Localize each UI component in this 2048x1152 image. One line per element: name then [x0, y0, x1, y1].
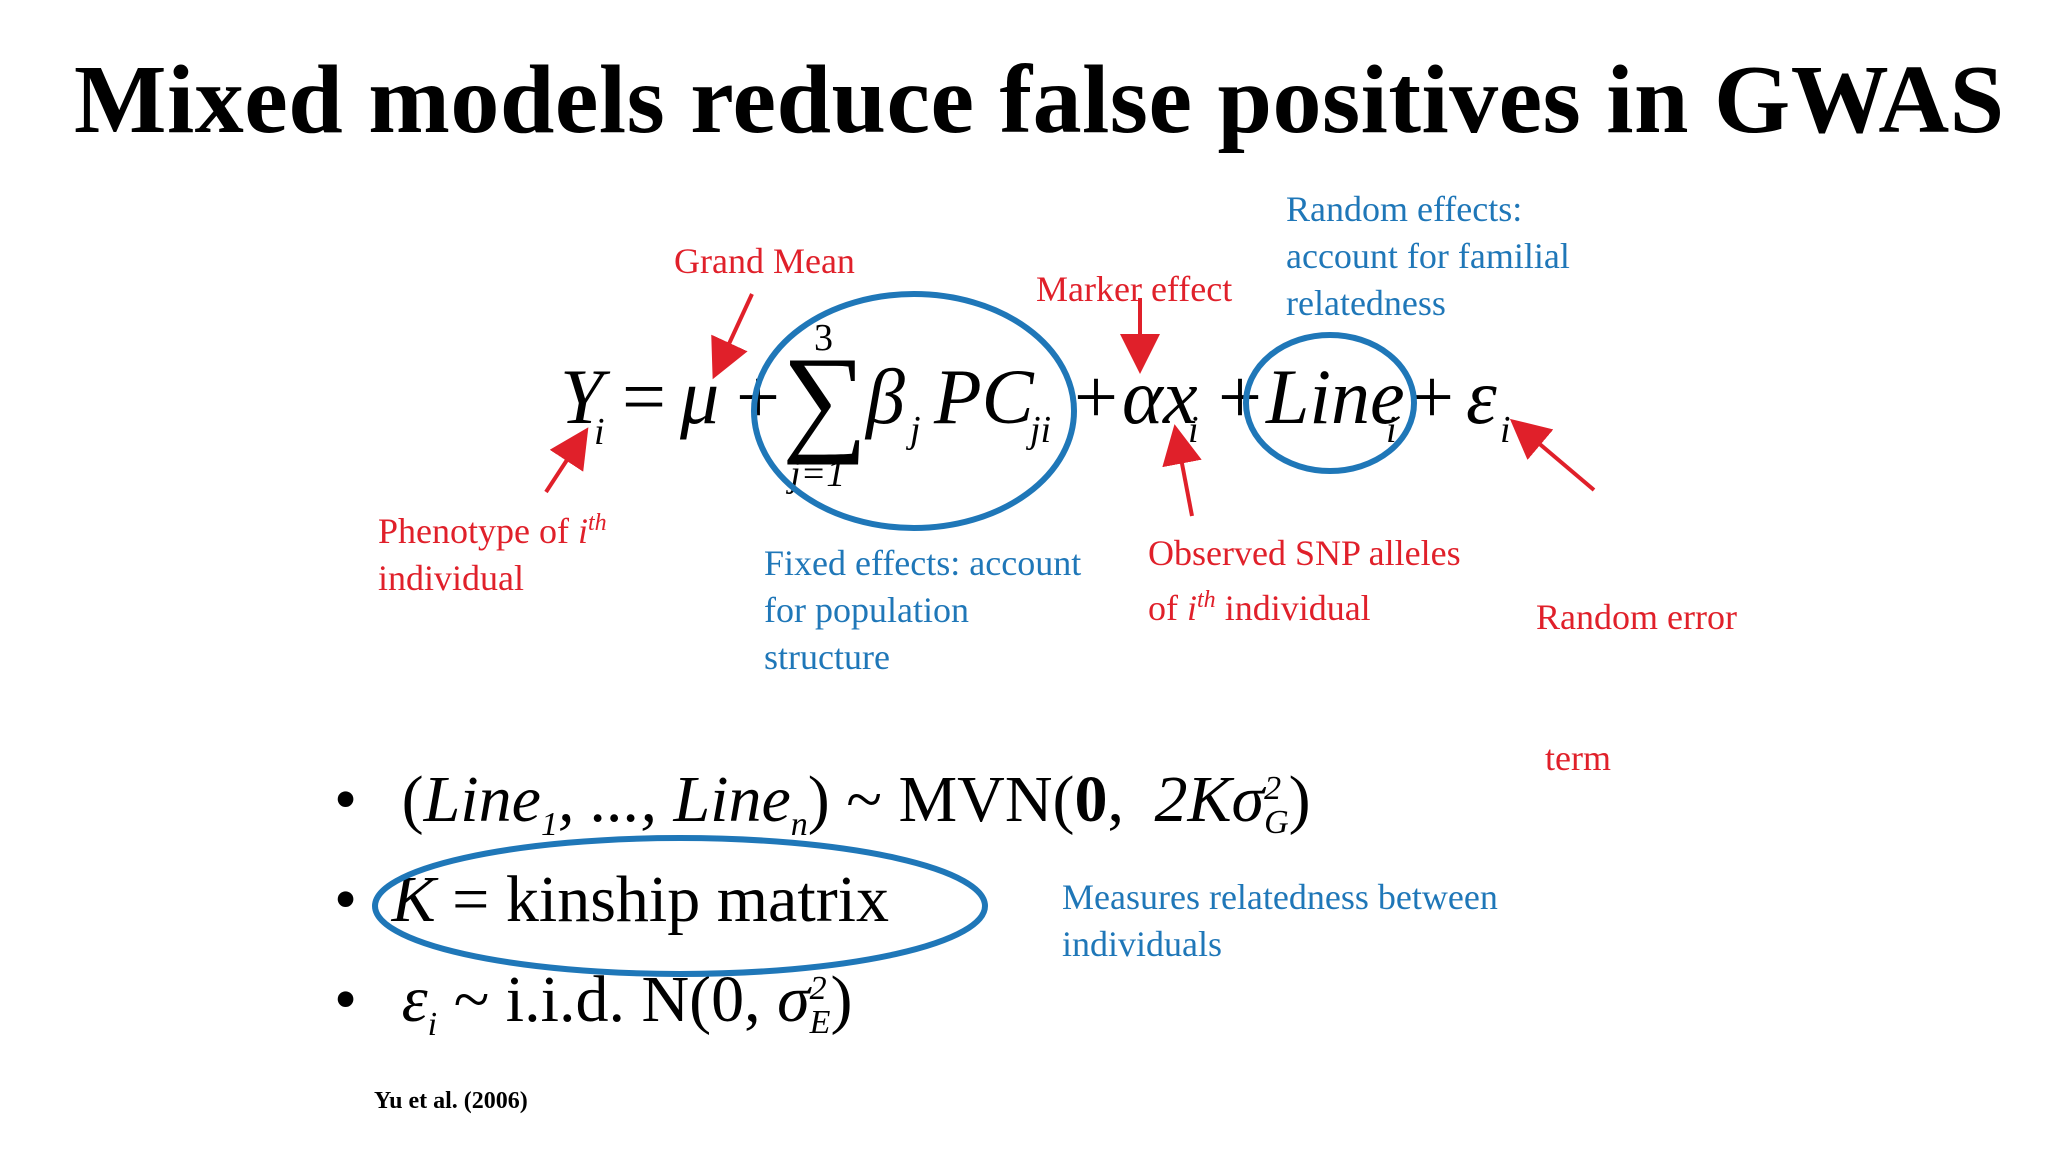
random-effects-circle — [1243, 332, 1417, 474]
eq-epsilon: ε — [1466, 353, 1497, 440]
label-measures-relatedness: Measures relatedness between individuals — [1062, 874, 1498, 968]
b3-sigma-sub: E — [809, 1003, 831, 1041]
bullet-kinship: • K = kinship matrix — [334, 862, 889, 938]
b1-dots: , ..., — [557, 763, 674, 836]
fixed-effects-line2: for population — [764, 590, 969, 630]
phenotype-arrow — [544, 427, 589, 494]
random-effects-line2: account for familial — [1286, 236, 1570, 276]
bullet-dot-1: • — [334, 763, 358, 836]
b1-linen-sub: n — [790, 806, 808, 844]
label-random-effects: Random effects: account for familial rel… — [1286, 186, 1570, 327]
random-effects-line3: relatedness — [1286, 283, 1446, 323]
b2-rest: = kinship matrix — [435, 863, 890, 936]
label-observed-snp: Observed SNP alleles of ith individual — [1148, 530, 1461, 632]
sum-upper: 3 — [814, 317, 833, 359]
b1-line1-sub: 1 — [540, 806, 558, 844]
eq-line: Line — [1266, 353, 1405, 440]
b1-zero: 0 — [1074, 763, 1108, 836]
observed-th: th — [1197, 587, 1216, 613]
equation: Y — [560, 352, 603, 442]
phenotype-prefix: Phenotype of — [378, 511, 578, 551]
random-error-line1: Random error — [1536, 597, 1737, 637]
measures-line2: individuals — [1062, 924, 1222, 964]
random-effects-line1: Random effects: — [1286, 189, 1523, 229]
phenotype-line2: individual — [378, 558, 524, 598]
random-error-arrow — [1509, 418, 1596, 492]
grand-mean-arrow — [711, 293, 754, 380]
label-marker-effect: Marker effect — [1036, 269, 1233, 309]
phenotype-th: th — [587, 510, 607, 536]
b1-comma: , — [1107, 763, 1141, 836]
eq-PC-sub: ji — [1030, 409, 1052, 451]
kinship-circle — [372, 835, 988, 977]
random-error-line2: term — [1536, 738, 1611, 778]
eq-epsilon-sub: i — [1500, 409, 1511, 451]
bullet-line-distribution: • (Line1, ..., Linen) ~ MVN(0, 2Kσ 2 G) — [334, 762, 1311, 844]
label-fixed-effects: Fixed effects: account for population st… — [764, 540, 1081, 681]
phenotype-i: i — [577, 511, 588, 551]
label-grand-mean: Grand Mean — [674, 241, 855, 281]
eq-plus-2: + — [1074, 353, 1118, 440]
b1-2K: 2K — [1154, 763, 1232, 836]
sum-lower: j=1 — [790, 453, 846, 495]
eq-beta: β — [866, 353, 905, 440]
fixed-effects-line1: Fixed effects: account — [764, 543, 1082, 583]
b3-eps: ε — [401, 963, 428, 1036]
citation: Yu et al. (2006) — [374, 1088, 528, 1114]
sum-sign: ∑ — [782, 332, 868, 465]
b1-tilde: ~ MVN( — [829, 763, 1075, 836]
eq-line-sub: i — [1386, 409, 1397, 451]
b3-sigma: σ — [777, 963, 810, 1036]
eq-Y-sub: i — [594, 411, 605, 453]
observed-of: of — [1148, 588, 1187, 628]
eq-equals: = — [622, 353, 666, 440]
eq-beta-sub: j — [910, 409, 921, 451]
b1-linen: Line — [673, 763, 791, 836]
label-phenotype: Phenotype of ith individual — [378, 500, 607, 602]
b1-line1: Line — [423, 763, 541, 836]
b1-open: ( — [401, 763, 424, 836]
b3-sigma-sup: 2 — [809, 969, 827, 1007]
eq-Y: Y — [560, 353, 604, 440]
bullet-dot-2: • — [334, 863, 358, 936]
b1-sigma: σ — [1231, 763, 1265, 836]
observed-line1: Observed SNP alleles — [1148, 533, 1461, 573]
label-random-error: Random error term — [1536, 500, 1737, 829]
fixed-effects-circle — [751, 291, 1077, 531]
bullet-dot-3: • — [334, 963, 358, 1036]
fixed-effects-line3: structure — [764, 637, 890, 677]
eq-plus-4: + — [1410, 353, 1454, 440]
b1-end: ) — [1288, 763, 1311, 836]
b3-eps-sub: i — [427, 1006, 438, 1044]
measures-line1: Measures relatedness between — [1062, 877, 1498, 917]
b1-sigma-sub: G — [1264, 803, 1289, 841]
b3-end: ) — [830, 963, 853, 1036]
observed-snp-arrow — [1162, 424, 1202, 517]
eq-PC: PC — [934, 353, 1034, 440]
b1-close: ) — [807, 763, 830, 836]
slide-title: Mixed models reduce false positives in G… — [74, 46, 2005, 154]
observed-rest: individual — [1215, 588, 1371, 628]
observed-i: i — [1187, 588, 1198, 628]
b1-sigma-sup: 2 — [1264, 769, 1282, 807]
